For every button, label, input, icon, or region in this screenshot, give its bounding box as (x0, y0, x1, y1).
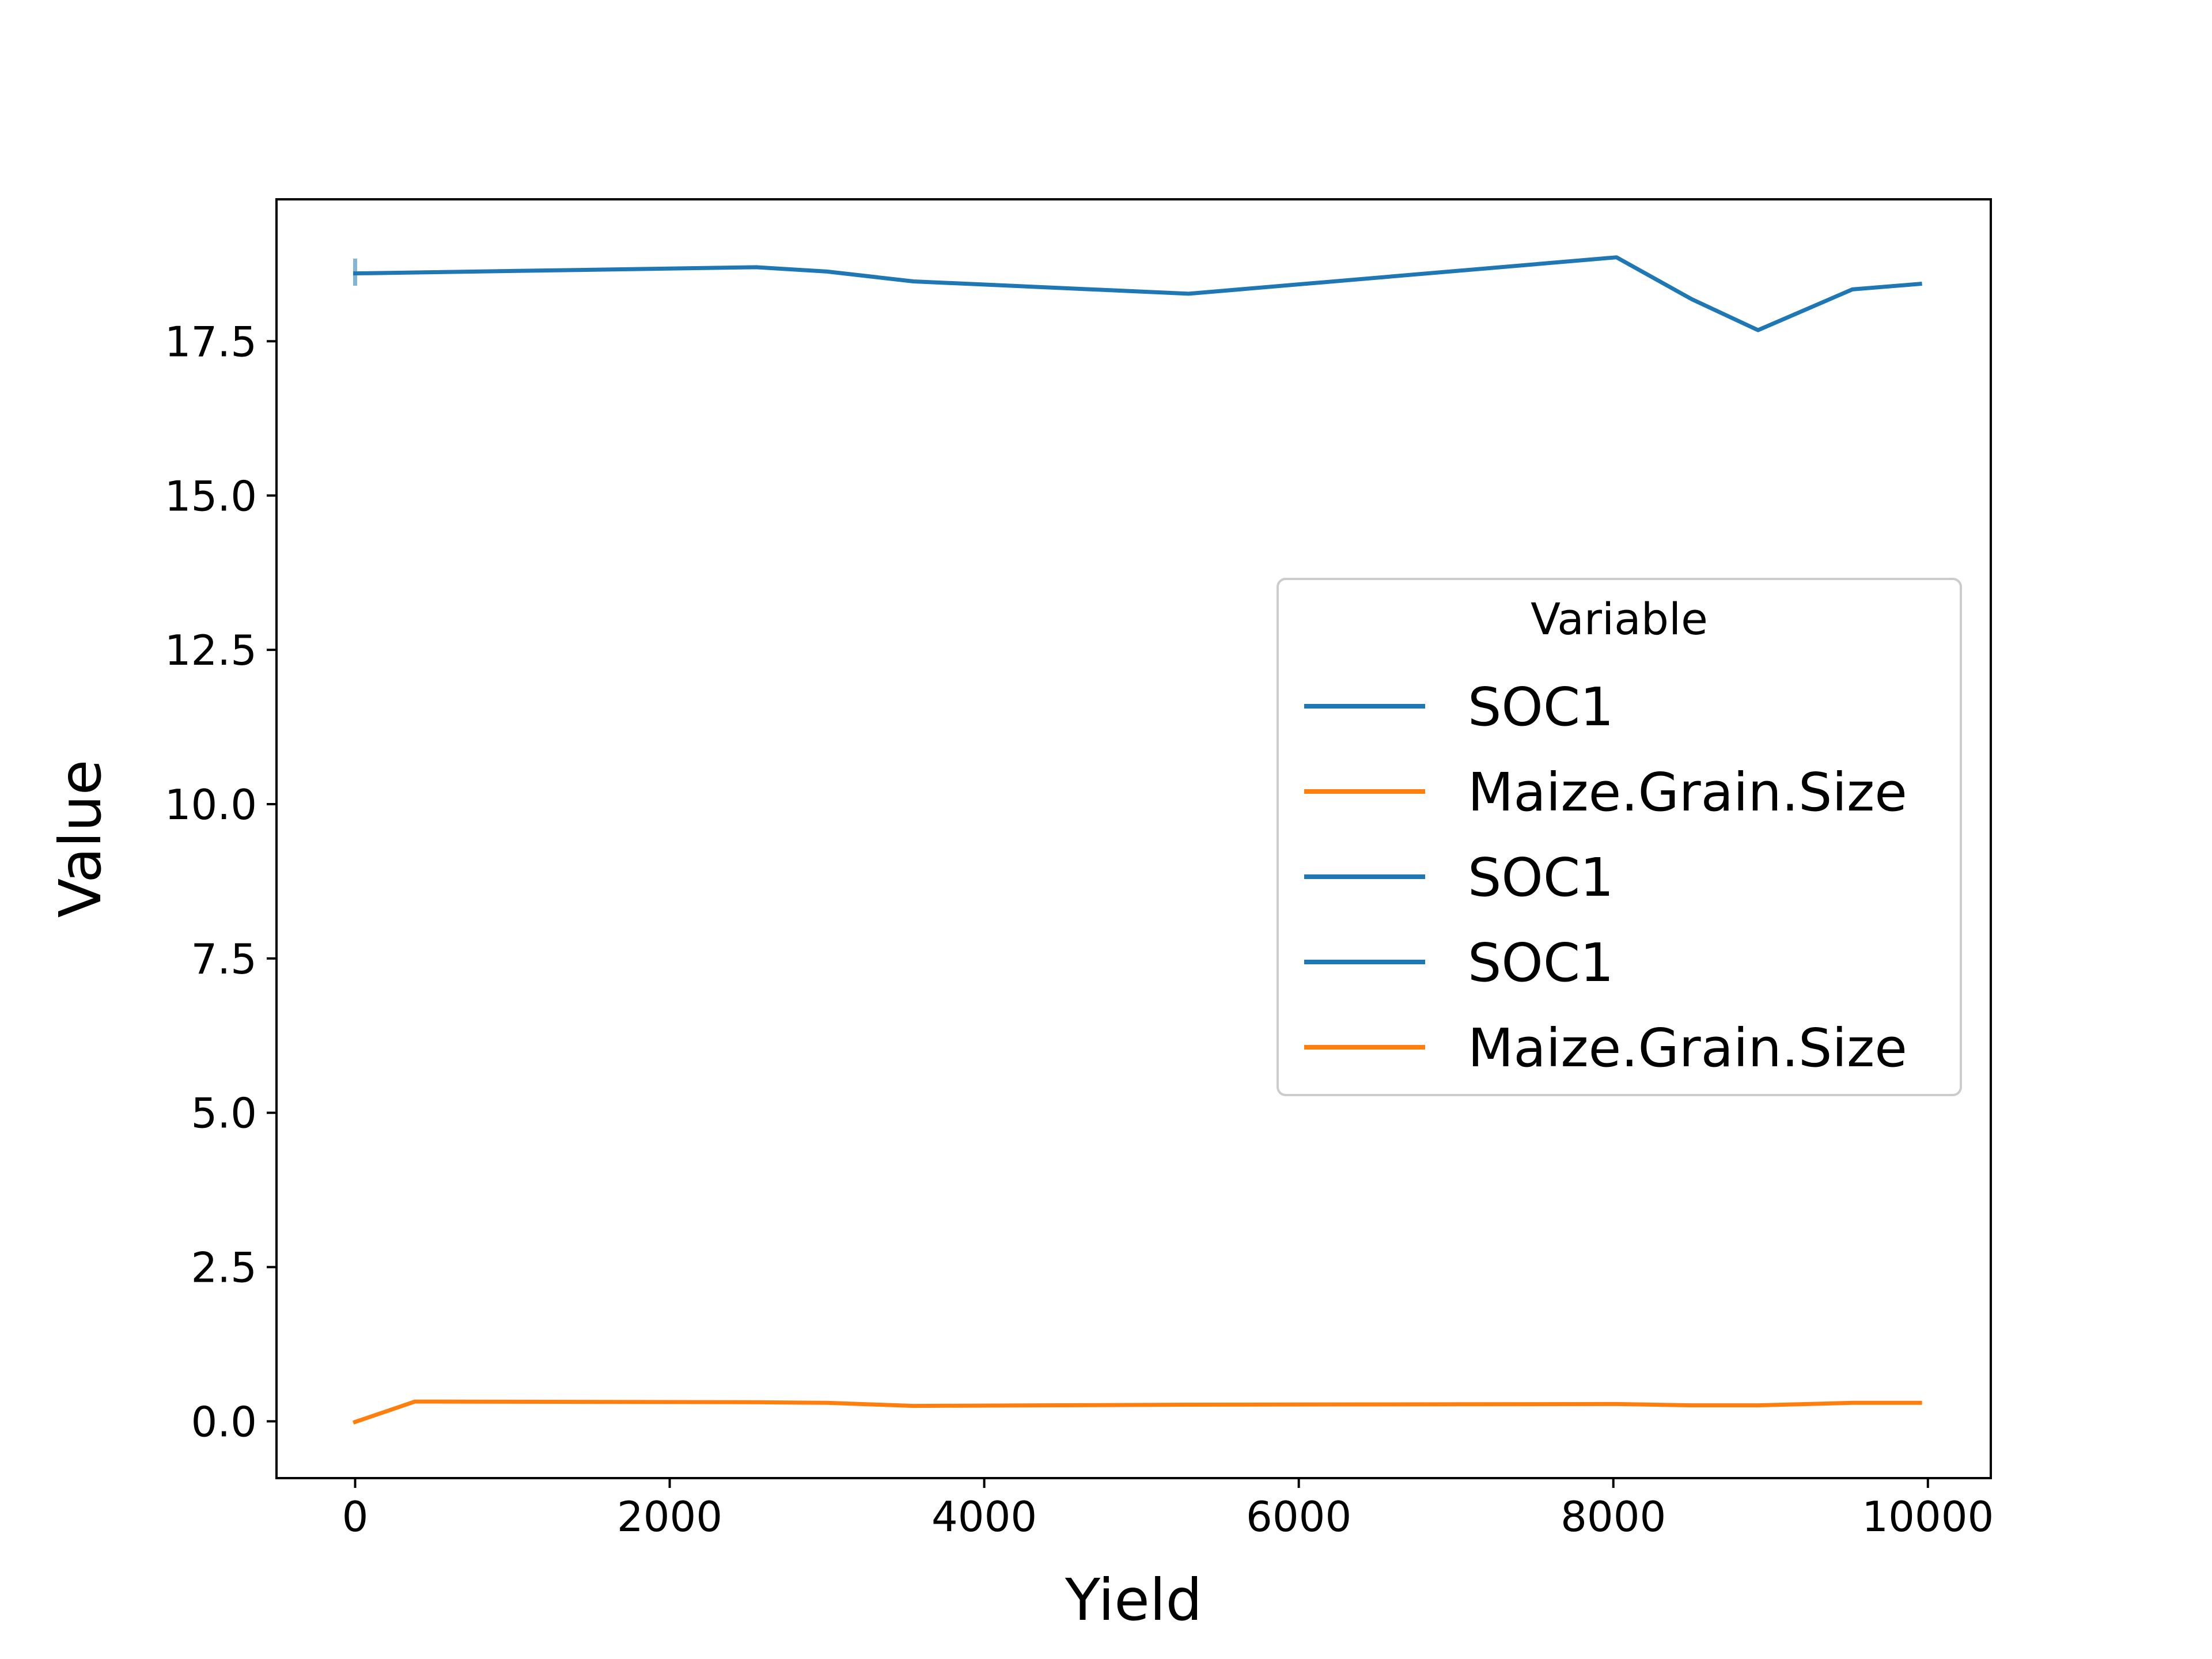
y-axis: 0.0 2.5 5.0 7.5 10.0 12.5 15.0 17.5 (165, 317, 276, 1446)
x-tick-label: 4000 (931, 1493, 1037, 1541)
y-axis-label: Value (47, 760, 114, 918)
y-tick-label: 15.0 (165, 472, 257, 520)
y-tick-label: 0.0 (191, 1397, 257, 1446)
plot-frame (275, 198, 1992, 1479)
y-tick-label: 7.5 (191, 935, 257, 983)
legend-label: Maize.Grain.Size (1468, 762, 1907, 823)
x-tick-label: 10000 (1862, 1493, 1994, 1541)
x-tick-label: 6000 (1246, 1493, 1351, 1541)
y-tick-label: 2.5 (191, 1244, 257, 1292)
series-line (353, 255, 1922, 332)
y-tick-label: 12.5 (165, 626, 257, 675)
legend-label: SOC1 (1468, 676, 1614, 738)
y-tick-label: 17.5 (165, 317, 257, 366)
legend-label: SOC1 (1468, 847, 1614, 908)
y-tick-label: 5.0 (191, 1089, 257, 1138)
legend-label: SOC1 (1468, 932, 1614, 994)
x-axis: 0 2000 4000 6000 8000 10000 (342, 1478, 1994, 1541)
x-tick-label: 2000 (617, 1493, 722, 1541)
x-tick-label: 0 (342, 1493, 369, 1541)
x-tick-label: 8000 (1560, 1493, 1666, 1541)
legend: Variable SOC1 Maize.Grain.Size SOC1 SOC1 Mai… (1277, 578, 1962, 1096)
series-line (353, 1399, 1922, 1425)
x-axis-label: Yield (1065, 1566, 1202, 1634)
legend-frame (1277, 578, 1962, 1096)
legend-title: Variable (1531, 593, 1708, 645)
y-tick-label: 10.0 (165, 781, 257, 829)
series-layer (353, 255, 1922, 1425)
legend-label: Maize.Grain.Size (1468, 1017, 1907, 1079)
